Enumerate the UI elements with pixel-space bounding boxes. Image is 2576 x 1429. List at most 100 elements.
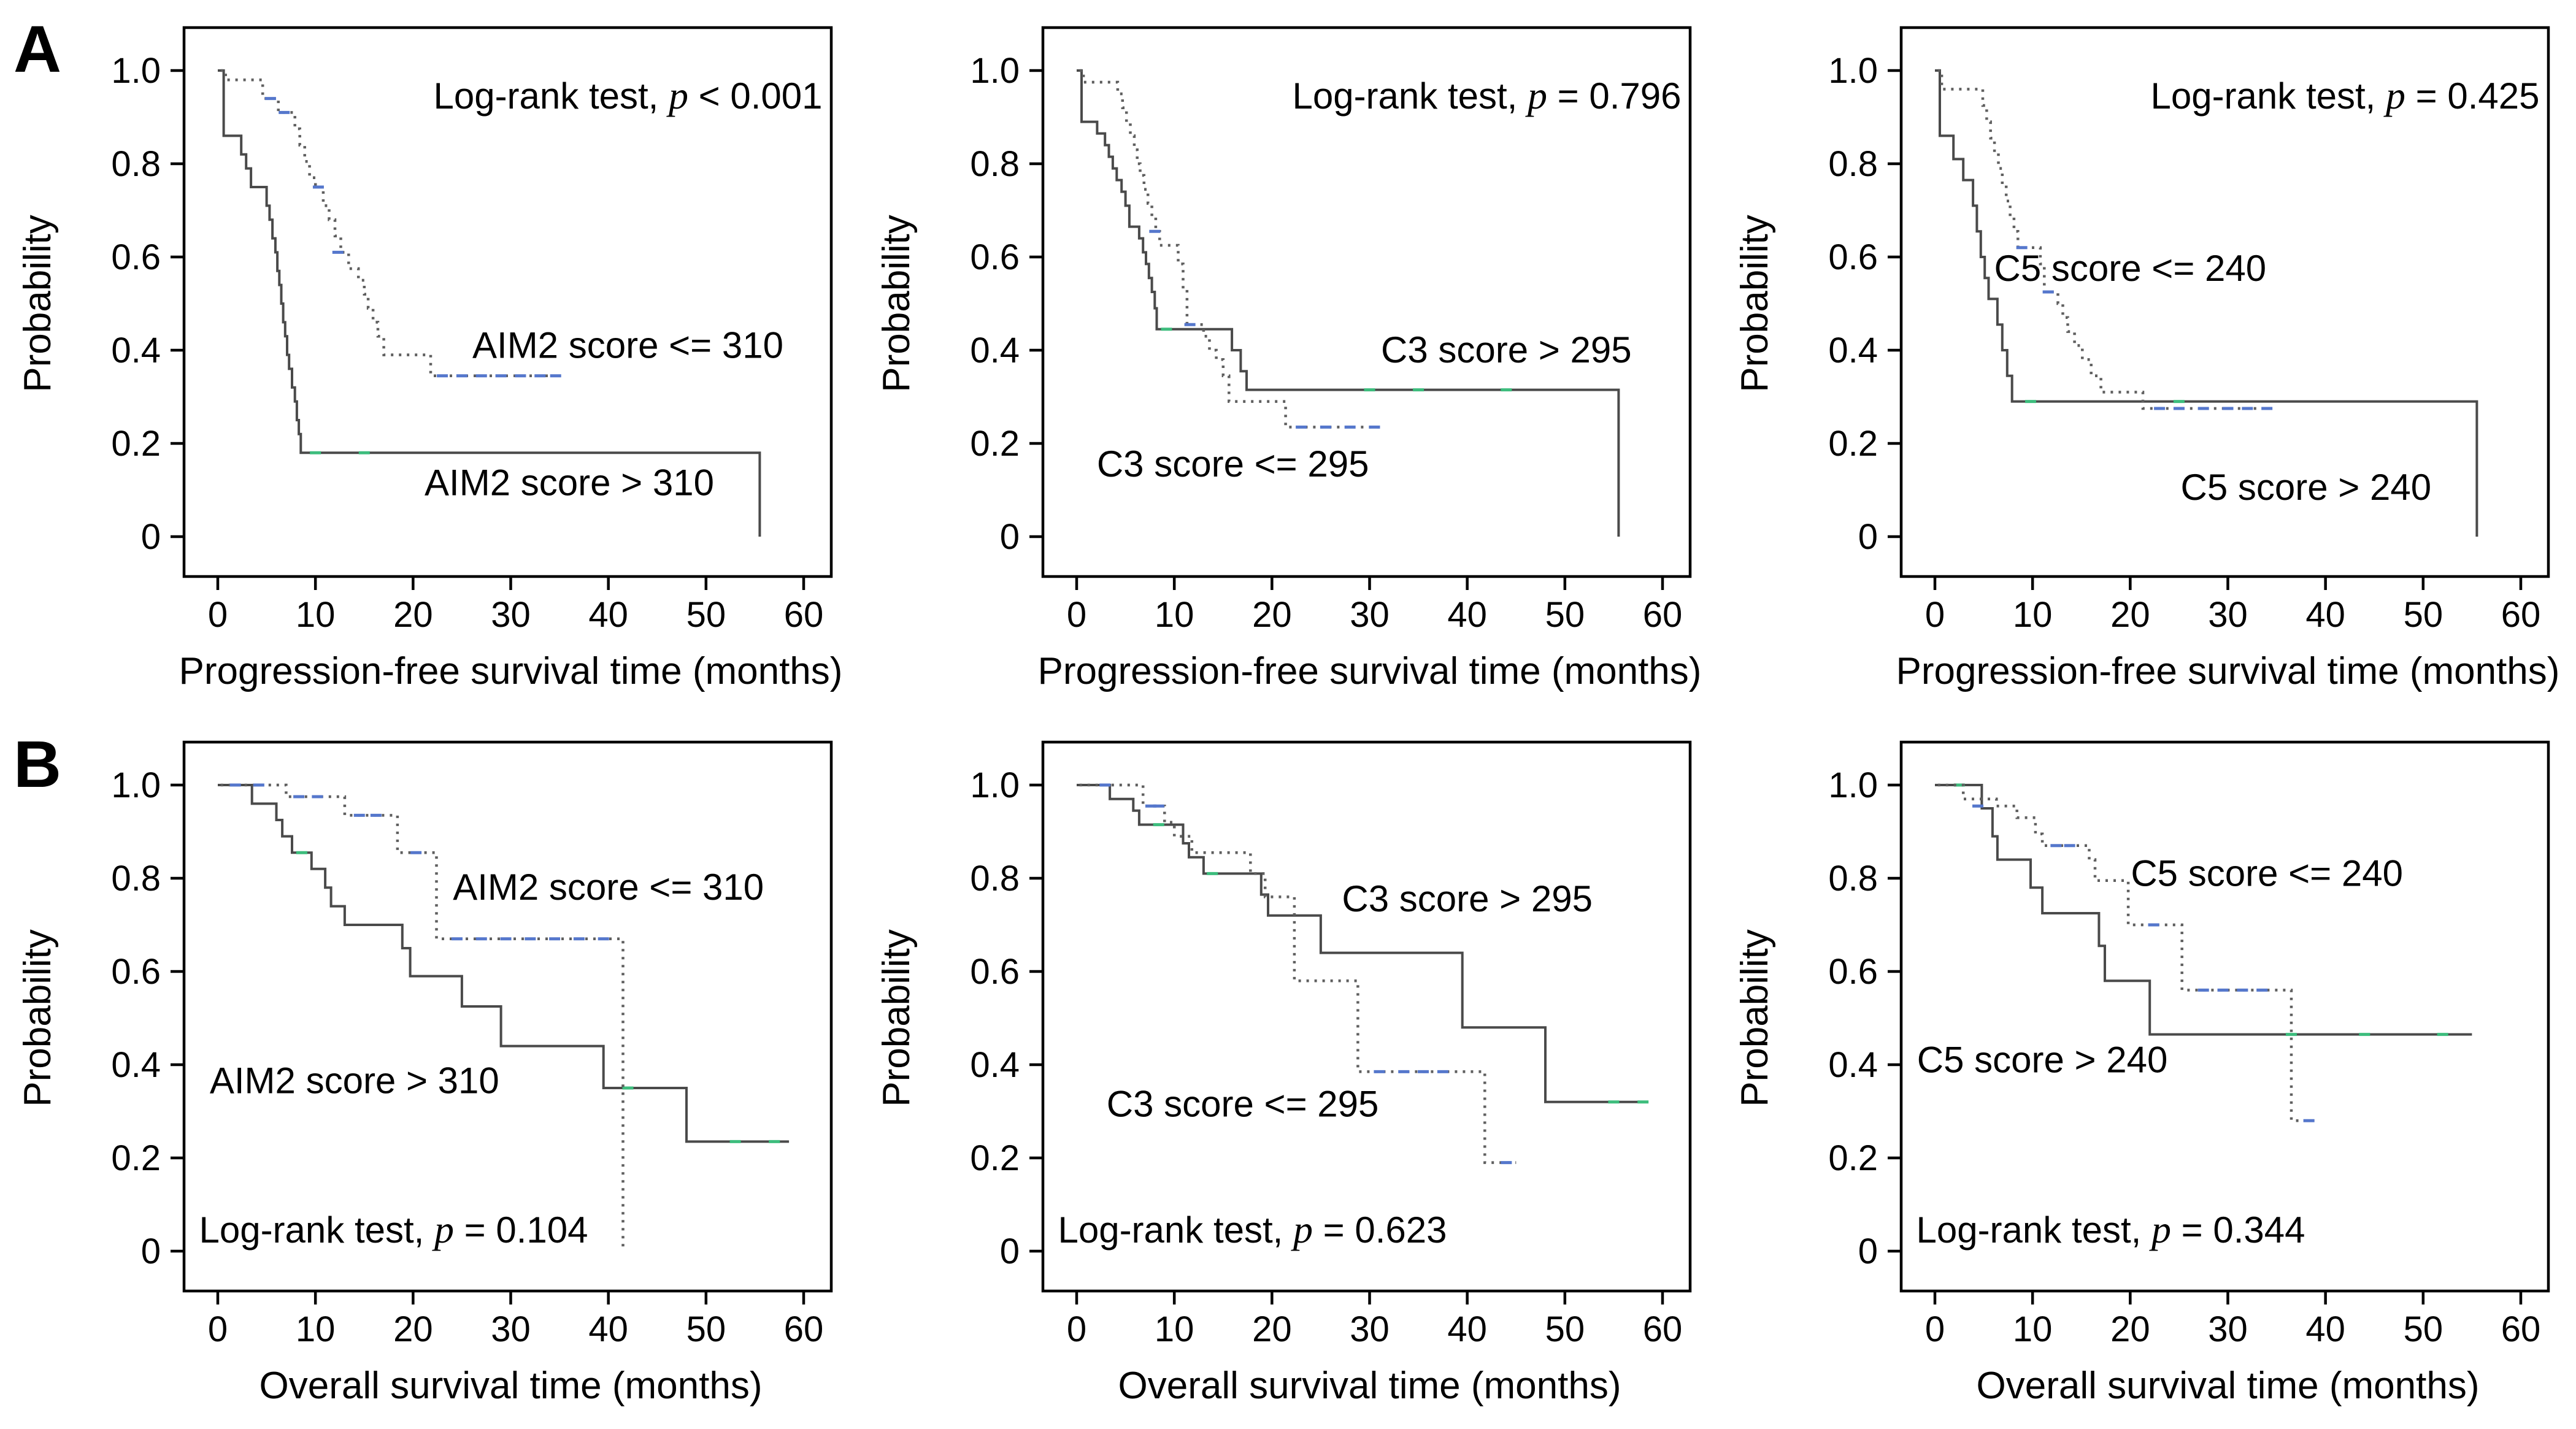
y-tick-label: 0.8 [111,859,161,898]
y-tick-label: 1.0 [1828,51,1878,91]
plot-frame [1899,26,2550,578]
y-axis-title: Probability [17,929,59,1106]
x-axis-title: Overall survival time (months) [260,1365,763,1407]
y-tick-label: 0.8 [1828,859,1878,898]
y-tick-label: 0.2 [111,1138,161,1178]
km-plot-pfs-aim2: 0 10 20 30 40 50 60 0 0.2 0.4 0.6 0.8 1.0 Progression… [17,26,843,692]
x-axis-title: Progression-free survival time (months) [1038,650,1702,692]
survival-curve-dotted [1079,783,1517,1164]
x-tick-label: 60 [1643,595,1683,635]
panel-label-b: B [13,727,61,801]
x-tick-label: 40 [2305,1309,2345,1349]
series-label: AIM2 score > 310 [425,462,714,504]
y-tick-label: 0.8 [1828,144,1878,184]
series-label: C3 score > 295 [1342,878,1593,919]
panel-os-c3: 0 10 20 30 40 50 60 0 0.2 0.4 0.6 0.8 1.0 Overall sur… [859,714,1718,1429]
x-tick-label: 10 [2013,595,2053,635]
km-plot-os-aim2: 0 10 20 30 40 50 60 0 0.2 0.4 0.6 0.8 1.0 Overall sur… [17,740,833,1407]
logrank-annotation: Log-rank test, p < 0.001 [433,74,822,117]
logrank-annotation: Log-rank test, p = 0.796 [1292,74,1681,117]
x-tick-label: 50 [686,595,726,635]
x-tick-label: 50 [1545,595,1585,635]
y-tick-label: 0.8 [970,859,1020,898]
series-label: C5 score > 240 [1917,1039,2168,1080]
y-tick-label: 0.6 [1828,237,1878,277]
y-tick-label: 0.4 [970,331,1020,370]
y-tick-label: 0.4 [1828,1045,1878,1085]
x-tick-label: 10 [296,1309,336,1349]
y-tick-label: 0.6 [111,952,161,992]
x-tick-label: 0 [208,595,228,635]
survival-curve-solid [218,784,790,1143]
panel-pfs-c3: 0 10 20 30 40 50 60 0 0.2 0.4 0.6 0.8 1.0 Progression… [859,0,1718,714]
series-label: AIM2 score > 310 [210,1060,499,1101]
y-tick-label: 0.4 [111,331,161,370]
x-tick-label: 40 [1447,1309,1487,1349]
y-tick-label: 1.0 [1828,765,1878,805]
series-label: AIM2 score <= 310 [472,324,783,366]
y-tick-label: 0.8 [970,144,1020,184]
x-tick-label: 20 [1252,1309,1292,1349]
y-tick-label: 0 [1000,517,1020,557]
plot-frame [1041,26,1692,578]
x-tick-label: 10 [2013,1309,2053,1349]
x-tick-label: 10 [296,595,336,635]
series-label: C3 score > 295 [1381,329,1632,370]
logrank-annotation: Log-rank test, p = 0.425 [2150,74,2539,117]
y-tick-label: 0.6 [1828,952,1878,992]
y-tick-label: 0.2 [111,424,161,464]
y-tick-label: 0 [1000,1232,1020,1271]
survival-curve-dotted [1079,69,1380,429]
panel-pfs-c5: 0 10 20 30 40 50 60 0 0.2 0.4 0.6 0.8 1.0 Progression… [1717,0,2576,714]
plot-frame [1899,740,2550,1293]
x-tick-label: 40 [588,595,628,635]
series-label: C5 score > 240 [2181,467,2432,508]
logrank-annotation: Log-rank test, p = 0.623 [1058,1208,1447,1251]
survival-curve-solid [1935,69,2478,537]
x-tick-label: 60 [2501,1309,2541,1349]
x-tick-label: 0 [1067,1309,1086,1349]
x-tick-label: 30 [2208,595,2248,635]
x-tick-label: 60 [2501,595,2541,635]
panel-pfs-aim2: 0 10 20 30 40 50 60 0 0.2 0.4 0.6 0.8 1.0 Progression… [0,0,859,714]
x-tick-label: 60 [784,595,824,635]
x-tick-label: 20 [393,595,433,635]
y-tick-label: 0.2 [970,424,1020,464]
x-axis-title: Progression-free survival time (months) [179,650,843,692]
y-tick-label: 0 [1858,1232,1878,1271]
x-tick-label: 40 [1447,595,1487,635]
x-axis-title: Overall survival time (months) [1118,1365,1621,1407]
x-tick-label: 30 [2208,1309,2248,1349]
x-tick-label: 50 [2404,595,2443,635]
y-tick-label: 0 [141,517,161,557]
y-tick-label: 0.4 [111,1045,161,1085]
y-tick-label: 0.2 [1828,424,1878,464]
x-tick-label: 20 [1252,595,1292,635]
survival-curve-solid [218,69,761,537]
y-tick-label: 0.6 [970,237,1020,277]
survival-curve-dotted [220,783,625,1251]
y-tick-label: 0.2 [1828,1138,1878,1178]
y-tick-label: 0.4 [970,1045,1020,1085]
y-tick-label: 0.2 [970,1138,1020,1178]
y-tick-label: 0 [1858,517,1878,557]
survival-curve-solid [1077,784,1648,1103]
km-plot-os-c5: 0 10 20 30 40 50 60 0 0.2 0.4 0.6 0.8 1.0 Overall sur… [1734,740,2550,1407]
y-tick-label: 1.0 [970,51,1020,91]
series-label: C3 score <= 295 [1107,1084,1379,1125]
x-tick-label: 60 [784,1309,824,1349]
x-tick-label: 30 [1350,595,1390,635]
survival-curve-dotted [1937,783,2316,1122]
survival-curve-dotted [220,69,560,378]
plot-frame [182,26,833,578]
y-tick-label: 0.6 [111,237,161,277]
logrank-annotation: Log-rank test, p = 0.344 [1916,1208,2305,1251]
y-tick-label: 1.0 [111,765,161,805]
panel-label-a: A [13,12,61,86]
x-tick-label: 0 [208,1309,228,1349]
x-tick-label: 20 [2110,595,2150,635]
series-label: C5 score <= 240 [2131,852,2403,894]
x-tick-label: 0 [1067,595,1086,635]
survival-curve-solid [1077,69,1620,537]
